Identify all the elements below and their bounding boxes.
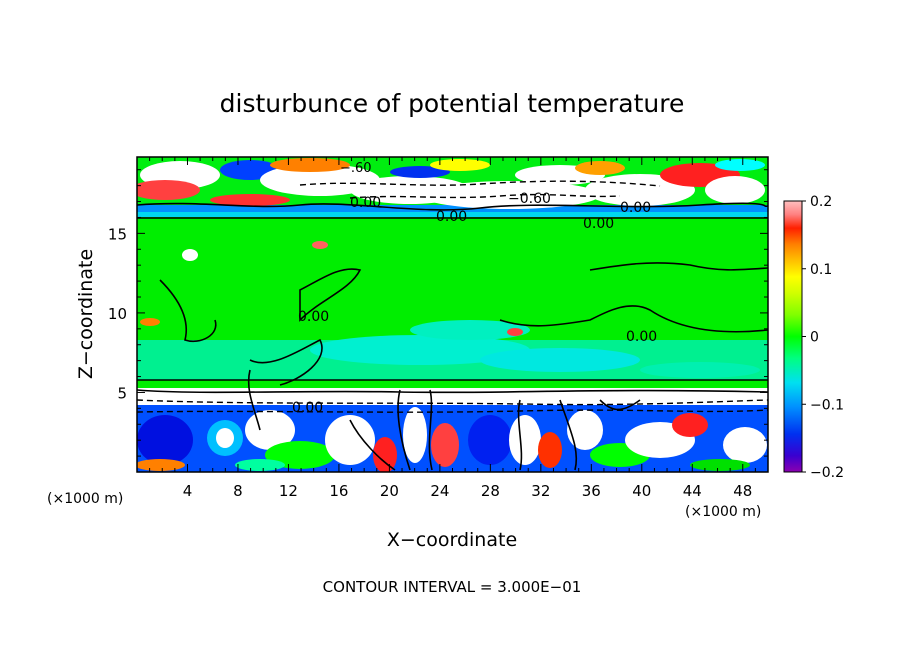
contour-label: 0.00 [583, 216, 614, 232]
contour-label: −.60 [340, 161, 372, 176]
contour-label: 0.00 [620, 200, 651, 216]
chart-title: disturbunce of potential temperature [220, 89, 685, 118]
x-tick-label: 12 [279, 482, 298, 500]
contour-label: 0.00 [350, 195, 381, 211]
x-axis-label: X−coordinate [387, 529, 517, 551]
x-tick-label: 32 [531, 482, 550, 500]
x-tick-label: 8 [233, 482, 243, 500]
colorbar-tick-label: 0.1 [810, 262, 832, 278]
contour-label: 0.00 [436, 209, 467, 225]
contour-interval-note: CONTOUR INTERVAL = 3.000E−01 [323, 578, 582, 596]
x-axis: 4 8 12 16 20 24 28 32 36 40 44 48 [149, 157, 756, 500]
x-tick-label: 40 [632, 482, 651, 500]
colorbar-tick-label: 0 [810, 330, 819, 346]
y-tick-label: 10 [108, 305, 127, 323]
z-unit-label: (×1000 m) [47, 491, 123, 507]
y-tick-label: 15 [108, 225, 127, 243]
y-axis-label: Z−coordinate [75, 249, 97, 379]
colorbar-gradient [783, 200, 803, 473]
x-tick-label: 44 [683, 482, 702, 500]
colorbar-ticks: 0.2 0.1 0 −0.1 −0.2 [802, 194, 844, 481]
x-tick-label: 16 [329, 482, 348, 500]
colorbar-tick-label: −0.2 [810, 465, 844, 481]
y-axis: 5 10 15 [108, 169, 768, 457]
x-tick-label: 24 [430, 482, 449, 500]
contour-label: −0.60 [508, 191, 551, 207]
colorbar: 0.2 0.1 0 −0.1 −0.2 [783, 194, 844, 481]
x-tick-label: 36 [582, 482, 601, 500]
plot-area: 0.00 0.00 −0.60 0.00 0.00 0.00 0.00 0.00… [137, 157, 768, 472]
x-tick-label: 28 [481, 482, 500, 500]
contour-label: 0.00 [626, 329, 657, 345]
x-unit-label: (×1000 m) [685, 504, 761, 520]
colorbar-tick-label: −0.1 [810, 397, 844, 413]
x-tick-label: 48 [733, 482, 752, 500]
x-tick-label: 4 [183, 482, 193, 500]
contour-label: 0.00 [298, 309, 329, 325]
contour-label: 0.00 [292, 400, 323, 416]
dashed-contours [137, 180, 768, 413]
colorbar-tick-label: 0.2 [810, 194, 832, 210]
contour-lines [137, 202, 768, 471]
y-tick-label: 5 [117, 384, 127, 402]
x-tick-label: 20 [380, 482, 399, 500]
contour-labels: 0.00 0.00 −0.60 0.00 0.00 0.00 0.00 0.00… [292, 161, 657, 416]
